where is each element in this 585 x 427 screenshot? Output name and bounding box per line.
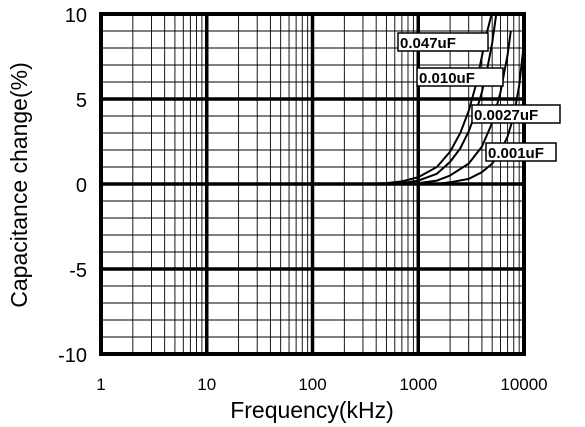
x-tick-label: 10000: [500, 375, 547, 394]
series-label: 0.047uF: [400, 35, 456, 52]
y-tick-label: -5: [69, 260, 87, 282]
series-labels: 0.047uF 0.010uF 0.0027uF 0.001uF: [397, 32, 561, 162]
series-label-box: [471, 104, 561, 124]
series-label-box: [397, 32, 489, 52]
y-tick-label: 0: [76, 175, 87, 197]
y-tick-label: 5: [76, 90, 87, 112]
x-tick-label: 1: [96, 375, 105, 394]
series-label: 0.010uF: [419, 70, 475, 87]
x-tick-label: 100: [298, 375, 326, 394]
x-tick-label: 1000: [399, 375, 437, 394]
series-label-box: [485, 142, 557, 162]
series-label: 0.0027uF: [474, 107, 538, 124]
x-axis-label: Frequency(kHz): [230, 397, 394, 423]
tick-labels: 1 10 100 1000 10000 10 5 0 -5 -10: [58, 5, 548, 394]
x-tick-label: 10: [197, 375, 216, 394]
series-label-box: [416, 67, 504, 87]
y-axis-label: Capacitance change(%): [6, 62, 32, 307]
series-line-0-0027uf: [101, 30, 512, 185]
series-label: 0.001uF: [488, 145, 544, 162]
y-tick-label: 10: [65, 5, 87, 27]
y-tick-label: -10: [58, 345, 87, 367]
